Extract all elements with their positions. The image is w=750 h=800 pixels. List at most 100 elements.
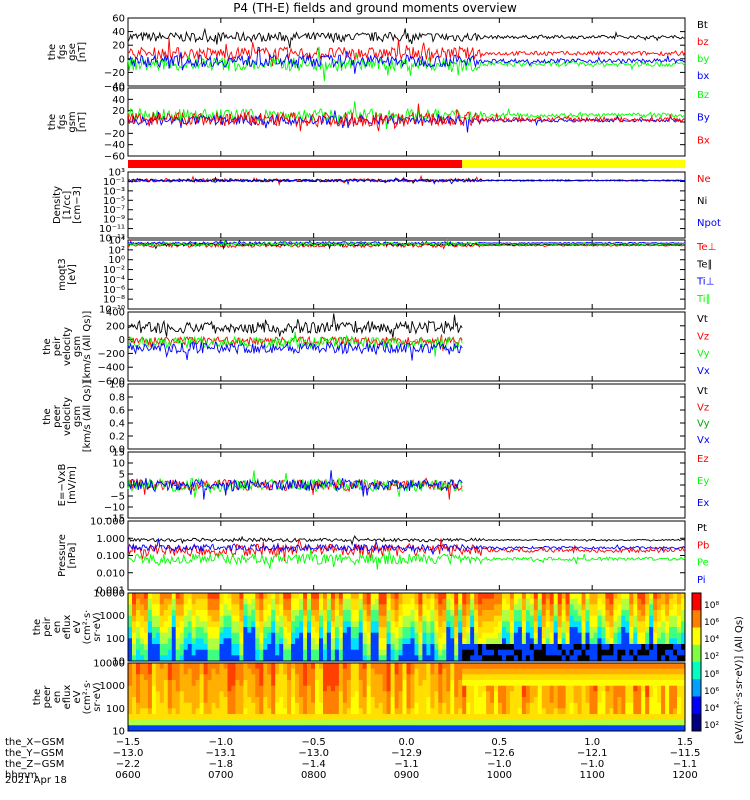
heatmap-cell-peir_eflux	[366, 604, 372, 611]
heatmap-cell-peer_eflux	[470, 708, 475, 715]
heatmap-cell-peir_eflux	[637, 621, 642, 628]
heatmap-cell-peer_eflux	[227, 697, 232, 704]
heatmap-cell-peir_eflux	[128, 627, 133, 634]
heatmap-cell-peir_eflux	[223, 598, 228, 605]
heatmap-cell-peir_eflux	[179, 598, 185, 605]
heatmap-cell-peir_eflux	[295, 598, 300, 605]
heatmap-cell-peir_eflux	[219, 632, 224, 639]
heatmap-cell-peir_eflux	[645, 638, 650, 645]
heatmap-cell-peer_eflux	[128, 725, 133, 732]
heatmap-cell-peer_eflux	[311, 697, 316, 704]
heatmap-cell-peir_eflux	[569, 615, 574, 622]
heatmap-cell-peer_eflux	[681, 702, 686, 709]
ylabel-fgs_gse: [nT]	[77, 42, 88, 62]
heatmap-cell-peir_eflux	[143, 638, 149, 645]
heatmap-cell-peer_eflux	[307, 702, 312, 709]
heatmap-cell-peer_eflux	[521, 708, 527, 715]
mode-flag-segment-1	[462, 160, 685, 168]
heatmap-cell-peir_eflux	[502, 604, 507, 611]
heatmap-cell-peir_eflux	[561, 649, 567, 656]
heatmap-cell-peer_eflux	[231, 714, 236, 721]
heatmap-cell-peir_eflux	[529, 638, 535, 645]
heatmap-cell-peer_eflux	[315, 702, 320, 709]
heatmap-cell-peer_eflux	[398, 719, 403, 726]
heatmap-cell-peer_eflux	[171, 674, 177, 681]
heatmap-cell-peir_eflux	[394, 632, 399, 639]
heatmap-cell-peir_eflux	[601, 604, 606, 611]
xaxis-row-value: −1.1	[673, 759, 697, 770]
heatmap-cell-peir_eflux	[529, 610, 535, 617]
heatmap-cell-peir_eflux	[557, 621, 563, 628]
heatmap-cell-peer_eflux	[597, 714, 602, 721]
heatmap-cell-peir_eflux	[143, 627, 149, 634]
heatmap-cell-peer_eflux	[653, 708, 658, 715]
heatmap-cell-peir_eflux	[386, 632, 391, 639]
heatmap-cell-peir_eflux	[271, 644, 276, 651]
heatmap-cell-peer_eflux	[362, 674, 368, 681]
heatmap-cell-peir_eflux	[211, 644, 216, 651]
heatmap-cell-peer_eflux	[295, 708, 300, 715]
heatmap-cell-peir_eflux	[394, 615, 399, 622]
heatmap-cell-peir_eflux	[422, 655, 427, 662]
series-line-peir_velocity-Vz	[127, 334, 463, 351]
heatmap-cell-peer_eflux	[454, 725, 459, 732]
heatmap-cell-peir_eflux	[541, 627, 547, 634]
heatmap-cell-peer_eflux	[215, 685, 220, 692]
heatmap-cell-peer_eflux	[394, 668, 399, 675]
heatmap-cell-peer_eflux	[227, 714, 232, 721]
heatmap-cell-peir_eflux	[128, 615, 133, 622]
heatmap-cell-peer_eflux	[430, 691, 435, 698]
heatmap-cell-peer_eflux	[454, 674, 459, 681]
heatmap-cell-peer_eflux	[358, 697, 364, 704]
heatmap-cell-peer_eflux	[179, 725, 185, 732]
heatmap-cell-peer_eflux	[478, 708, 483, 715]
heatmap-cell-peer_eflux	[255, 702, 260, 709]
heatmap-cell-peir_eflux	[362, 604, 368, 611]
heatmap-cell-peer_eflux	[187, 674, 193, 681]
heatmap-cell-peir_eflux	[649, 644, 654, 651]
heatmap-cell-peir_eflux	[557, 610, 563, 617]
xaxis-row-label: hhmm	[5, 770, 37, 781]
heatmap-cell-peir_eflux	[454, 610, 459, 617]
ytick-label-temperature: 10⁻⁸	[103, 295, 125, 306]
heatmap-cell-peir_eflux	[641, 649, 646, 656]
heatmap-cell-peer_eflux	[319, 680, 324, 687]
heatmap-cell-peer_eflux	[267, 685, 272, 692]
heatmap-cell-peer_eflux	[346, 708, 352, 715]
heatmap-cell-peer_eflux	[454, 685, 459, 692]
heatmap-cell-peir_eflux	[573, 627, 578, 634]
colorbar-tick-label: 10²	[704, 721, 719, 731]
heatmap-cell-peir_eflux	[211, 604, 216, 611]
heatmap-cell-peer_eflux	[362, 719, 368, 726]
heatmap-cell-peir_eflux	[498, 593, 503, 600]
heatmap-cell-peer_eflux	[267, 702, 272, 709]
heatmap-cell-peer_eflux	[215, 680, 220, 687]
heatmap-cell-peer_eflux	[665, 674, 670, 681]
heatmap-cell-peer_eflux	[323, 685, 328, 692]
heatmap-cell-peir_eflux	[561, 655, 567, 662]
heatmap-cell-peer_eflux	[442, 725, 447, 732]
heatmap-cell-peir_eflux	[350, 627, 356, 634]
heatmap-cell-peir_eflux	[470, 649, 475, 656]
heatmap-cell-peer_eflux	[589, 691, 594, 698]
heatmap-cell-peer_eflux	[466, 708, 471, 715]
heatmap-cell-peir_eflux	[167, 644, 173, 651]
heatmap-cell-peer_eflux	[677, 663, 682, 670]
heatmap-cell-peir_eflux	[259, 604, 264, 611]
series-line-fgs_gse-Bt	[127, 27, 686, 49]
heatmap-cell-peir_eflux	[271, 593, 276, 600]
heatmap-cell-peer_eflux	[338, 697, 344, 704]
heatmap-cell-peir_eflux	[657, 649, 662, 656]
heatmap-cell-peir_eflux	[378, 644, 383, 651]
heatmap-cell-peer_eflux	[573, 719, 578, 726]
heatmap-cell-peir_eflux	[541, 598, 547, 605]
heatmap-cell-peer_eflux	[311, 702, 316, 709]
heatmap-cell-peer_eflux	[295, 719, 300, 726]
heatmap-cell-peir_eflux	[569, 593, 574, 600]
heatmap-cell-peir_eflux	[454, 604, 459, 611]
heatmap-cell-peir_eflux	[557, 649, 563, 656]
heatmap-cell-peir_eflux	[143, 632, 149, 639]
heatmap-cell-peir_eflux	[581, 621, 586, 628]
heatmap-cell-peer_eflux	[549, 697, 555, 704]
heatmap-cell-peir_eflux	[525, 655, 531, 662]
